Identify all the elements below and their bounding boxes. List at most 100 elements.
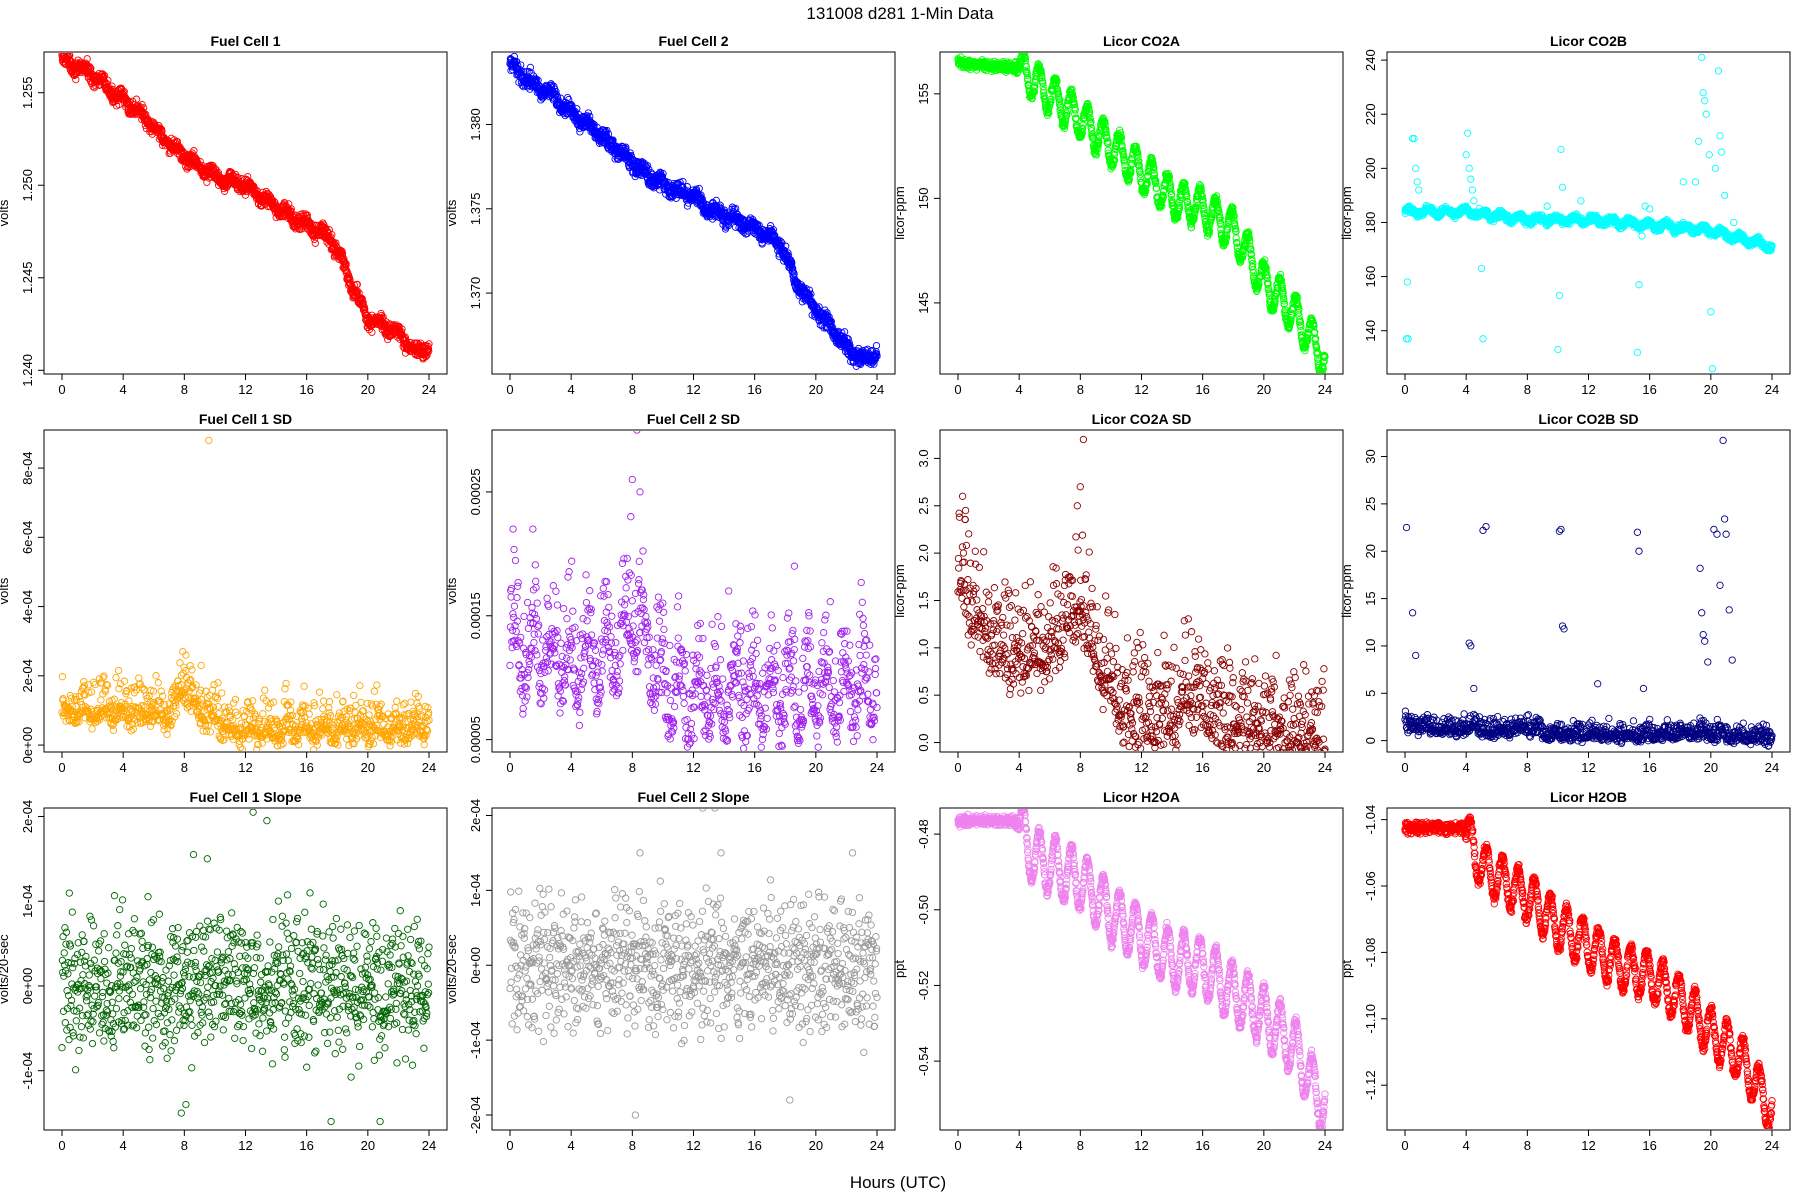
x-tick-label: 20 <box>1257 382 1271 397</box>
data-point <box>1255 281 1263 289</box>
data-point <box>1102 125 1110 133</box>
x-tick-label: 16 <box>1195 382 1209 397</box>
data-point <box>1295 309 1303 317</box>
data-point <box>1136 170 1145 178</box>
data-point <box>1030 84 1038 92</box>
data-point <box>1047 95 1055 103</box>
data-point <box>1134 150 1142 158</box>
data-point <box>65 53 72 55</box>
data-point <box>1053 77 1061 85</box>
data-point <box>584 109 592 117</box>
data-point <box>1197 186 1205 195</box>
data-point <box>1205 227 1214 235</box>
data-point <box>303 211 311 219</box>
data-point <box>1217 220 1225 229</box>
data-points <box>506 53 881 370</box>
data-points <box>954 53 1329 373</box>
y-tick-label: 1.240 <box>20 354 35 387</box>
data-point <box>1061 117 1070 125</box>
data-point <box>1054 90 1063 98</box>
x-tick-label: 4 <box>568 382 575 397</box>
x-tick-label: 4 <box>120 382 127 397</box>
x-tick-label: 8 <box>181 382 188 397</box>
data-point <box>1103 134 1111 142</box>
y-axis-label: volts <box>444 199 459 226</box>
data-point <box>1023 71 1032 80</box>
y-tick-label: 240 <box>1363 49 1378 71</box>
data-point <box>1119 151 1128 159</box>
y-tick-label: 220 <box>1363 103 1378 125</box>
x-tick-label: 24 <box>422 382 436 397</box>
data-point <box>526 63 535 72</box>
data-point <box>1321 353 1329 361</box>
data-point <box>1196 187 1204 195</box>
data-point <box>1087 127 1096 135</box>
panel-title: Fuel Cell 1 <box>210 33 280 49</box>
data-point <box>552 87 560 96</box>
data-point <box>346 276 354 284</box>
data-point <box>1136 167 1144 176</box>
data-point <box>724 221 733 230</box>
y-tick-label: 1.370 <box>468 277 483 310</box>
data-point <box>642 163 651 171</box>
data-point <box>1214 203 1222 212</box>
data-point <box>1271 297 1279 305</box>
data-point <box>1213 198 1222 206</box>
data-point <box>1116 129 1125 137</box>
data-point <box>368 328 376 336</box>
data-point <box>1127 168 1135 177</box>
data-point <box>1064 107 1072 115</box>
data-point <box>1037 67 1045 75</box>
x-tick-label: 16 <box>299 382 313 397</box>
data-point <box>1020 53 1029 57</box>
data-point <box>826 316 834 325</box>
data-point <box>1221 238 1230 247</box>
data-point <box>1030 88 1039 96</box>
data-point <box>1175 203 1184 212</box>
data-point <box>1022 63 1031 71</box>
data-point <box>1320 357 1328 366</box>
data-point <box>176 145 185 153</box>
data-point <box>870 360 878 368</box>
x-tick-label: 16 <box>747 382 761 397</box>
data-point <box>287 205 295 213</box>
y-tick-label: 200 <box>1363 158 1378 180</box>
data-point <box>1084 100 1092 108</box>
panel-title: Licor CO2B <box>1550 33 1627 49</box>
data-point <box>1031 83 1039 91</box>
data-point <box>1271 300 1279 309</box>
data-point <box>1287 316 1295 324</box>
data-point <box>1205 230 1213 238</box>
data-point <box>1104 139 1112 148</box>
data-point <box>782 242 790 250</box>
x-tick-label: 12 <box>1134 382 1148 397</box>
data-point <box>1117 133 1126 142</box>
data-point <box>358 295 366 303</box>
data-point <box>1061 120 1069 128</box>
data-point <box>365 326 373 334</box>
data-point <box>1152 176 1160 185</box>
data-point <box>1071 110 1079 118</box>
data-point <box>1294 293 1302 302</box>
panel-title: Licor CO2A <box>1103 33 1180 49</box>
data-point <box>1319 365 1327 373</box>
data-point <box>1085 108 1094 116</box>
data-point <box>142 110 150 119</box>
y-tick-label: 1.375 <box>468 193 483 226</box>
data-point <box>638 158 647 166</box>
data-point <box>732 204 740 213</box>
data-point <box>1199 198 1207 207</box>
data-point <box>1039 79 1047 87</box>
x-tick-label: 4 <box>1016 382 1023 397</box>
data-point <box>1125 176 1134 184</box>
data-point <box>1296 318 1305 326</box>
y-tick-label: 150 <box>916 188 931 210</box>
data-point <box>1104 137 1112 145</box>
x-tick-label: 12 <box>686 382 700 397</box>
data-point <box>1281 308 1289 316</box>
data-point <box>1223 226 1232 234</box>
